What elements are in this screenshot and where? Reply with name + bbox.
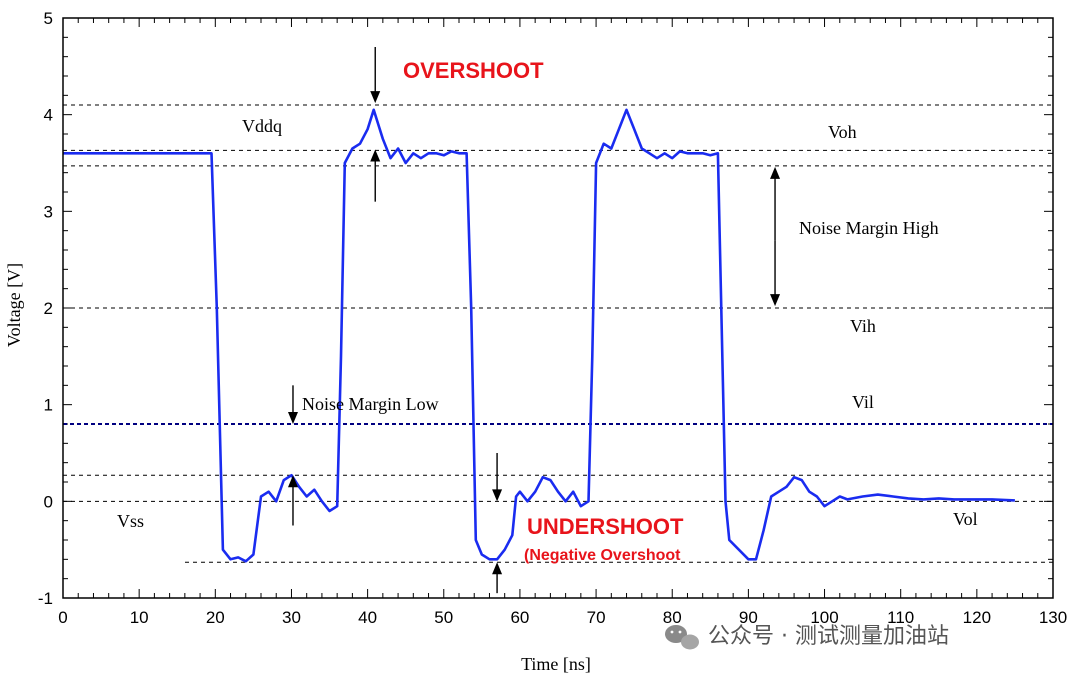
y-tick-label: 2 [44, 299, 53, 318]
overshoot-label: OVERSHOOT [403, 58, 544, 83]
x-tick-label: 50 [434, 608, 453, 627]
negative-overshoot-label: (Negative Overshoot [524, 547, 681, 564]
x-tick-label: 80 [663, 608, 682, 627]
y-tick-label: -1 [38, 589, 53, 608]
x-tick-label: 100 [810, 608, 838, 627]
x-tick-label: 40 [358, 608, 377, 627]
x-tick-label: 110 [887, 608, 914, 627]
watermark-text: 公众号 · 测试测量加油站 [708, 624, 949, 649]
y-tick-label: 1 [44, 396, 53, 415]
noise-margin-high-up-arrow-head [770, 166, 781, 179]
x-tick-label: 30 [282, 608, 301, 627]
noise-margin-high-label: Noise Margin High [799, 218, 939, 238]
y-tick-label: 3 [44, 202, 53, 221]
x-tick-label: 70 [587, 608, 606, 627]
annotation-arrows [287, 47, 781, 594]
noise-margin-low-label: Noise Margin Low [302, 394, 439, 414]
wechat-icon [665, 625, 699, 650]
y-axis-title: Voltage [V] [4, 263, 24, 347]
x-tick-label: 60 [510, 608, 529, 627]
y-tick-label: 0 [44, 492, 53, 511]
x-tick-label: 120 [963, 608, 991, 627]
x-axis-title: Time [ns] [521, 654, 591, 674]
x-tick-label: 20 [206, 608, 225, 627]
x-tick-label: 0 [58, 608, 67, 627]
x-tick-label: 90 [739, 608, 758, 627]
series-line [63, 108, 1015, 563]
overshoot-up-arrow-head [370, 149, 381, 162]
y-tick-label: 4 [44, 106, 53, 125]
vddq-label: Vddq [242, 116, 282, 136]
undershoot-down-arrow-head [492, 489, 503, 502]
noise-margin-low-up-arrow-head [287, 475, 298, 488]
watermark: 公众号 · 测试测量加油站 [665, 624, 949, 650]
noise-margin-high-down-arrow-head [770, 294, 781, 307]
undershoot-up-arrow-head [492, 562, 503, 575]
axis-ticks [62, 17, 1054, 599]
vss-label: Vss [117, 511, 144, 531]
undershoot-label: UNDERSHOOT [527, 514, 684, 539]
tick-labels: 0 10 20 30 40 50 60 70 80 90 100 110 120 130 -1 0 1 2 3 4 5 [38, 9, 1067, 627]
vol-label: Vol [953, 509, 978, 529]
x-tick-label: 130 [1039, 608, 1067, 627]
voh-label: Voh [828, 122, 857, 142]
series-group [63, 108, 1015, 563]
noise-margin-low-down-arrow-head [287, 412, 298, 424]
y-tick-label: 5 [44, 9, 53, 28]
reference-lines [63, 104, 1053, 563]
vil-label: Vil [852, 392, 874, 412]
plot-frame [62, 17, 1054, 599]
vih-label: Vih [850, 316, 876, 336]
x-tick-label: 10 [130, 608, 149, 627]
overshoot-down-arrow-head [370, 91, 381, 104]
